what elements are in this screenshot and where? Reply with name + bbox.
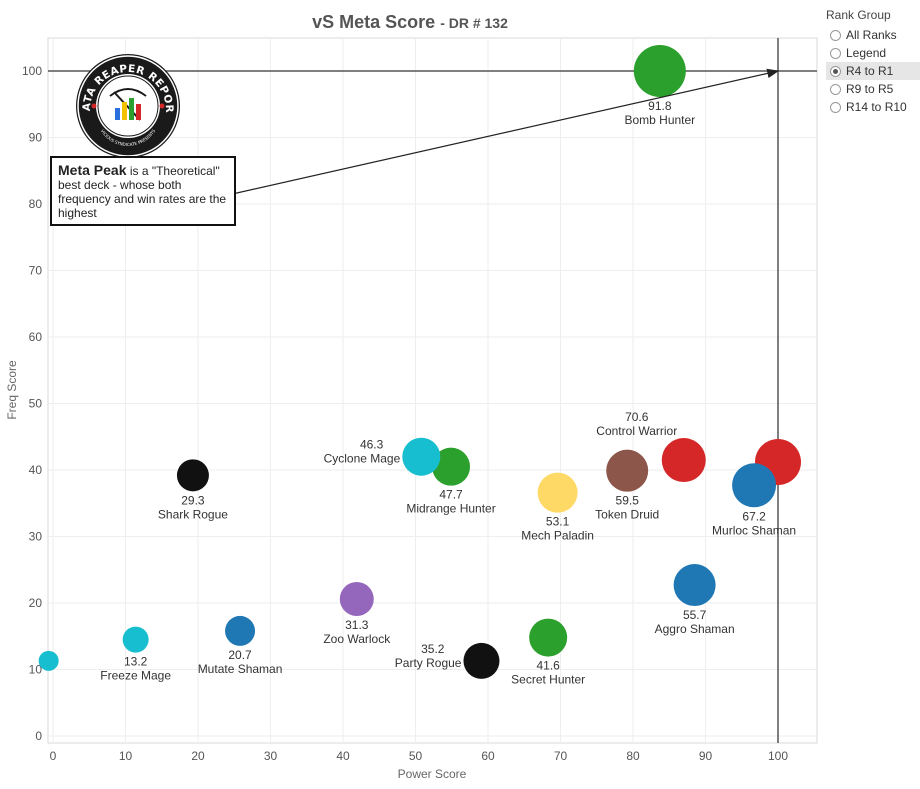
data-points bbox=[38, 45, 801, 679]
data-point bbox=[463, 642, 500, 679]
data-point bbox=[606, 449, 649, 492]
data-point bbox=[402, 437, 441, 476]
data-reaper-logo: DATA REAPER REPORT VICIOUS SYNDICATE PRE… bbox=[69, 43, 182, 160]
data-label-name: Shark Rogue bbox=[158, 507, 228, 521]
rank-option-label: All Ranks bbox=[846, 28, 897, 42]
x-tick-label: 0 bbox=[50, 749, 57, 763]
data-label-name: Midrange Hunter bbox=[406, 502, 495, 516]
chart-title-main: vS Meta Score bbox=[312, 12, 436, 32]
data-label-name: Bomb Hunter bbox=[624, 113, 695, 127]
data-point bbox=[732, 463, 777, 508]
rank-option-r9-to-r5[interactable]: R9 to R5 bbox=[826, 80, 920, 98]
x-tick-label: 90 bbox=[699, 749, 713, 763]
rank-group-title: Rank Group bbox=[826, 8, 891, 22]
x-tick-label: 40 bbox=[336, 749, 350, 763]
data-label-value: 46.3 bbox=[360, 438, 384, 452]
y-tick-label: 20 bbox=[29, 596, 43, 610]
radio-icon[interactable] bbox=[830, 101, 841, 113]
y-axis-label: Freq Score bbox=[5, 360, 19, 420]
data-label-value: 59.5 bbox=[616, 494, 640, 508]
rank-option-label: R9 to R5 bbox=[846, 82, 894, 96]
data-label-value: 91.8 bbox=[648, 99, 672, 113]
x-tick-label: 100 bbox=[768, 749, 788, 763]
radio-icon[interactable] bbox=[830, 29, 841, 41]
data-label-value: 55.7 bbox=[683, 608, 707, 622]
annotation-bold: Meta Peak bbox=[58, 162, 127, 178]
rank-option-legend[interactable]: Legend bbox=[826, 44, 920, 62]
x-tick-label: 30 bbox=[264, 749, 278, 763]
x-tick-label: 60 bbox=[481, 749, 495, 763]
reference-lines bbox=[48, 38, 817, 743]
data-point bbox=[529, 618, 568, 657]
data-point bbox=[432, 447, 471, 486]
y-tick-label: 30 bbox=[29, 530, 43, 544]
rank-option-r14-to-r10[interactable]: R14 to R10 bbox=[826, 98, 920, 116]
rank-option-r4-to-r1[interactable]: R4 to R1 bbox=[826, 62, 920, 80]
rank-option-label: R14 to R10 bbox=[846, 100, 907, 114]
data-label-name: Murloc Shaman bbox=[712, 523, 796, 537]
data-label-value: 31.3 bbox=[345, 618, 369, 632]
y-tick-label: 0 bbox=[35, 729, 42, 743]
data-label-name: Zoo Warlock bbox=[323, 632, 391, 646]
plot-frame bbox=[47, 37, 818, 744]
data-label-name: Freeze Mage bbox=[100, 669, 171, 683]
data-label-value: 67.2 bbox=[742, 509, 766, 523]
data-label-value: 70.6 bbox=[625, 410, 649, 424]
data-point bbox=[339, 582, 374, 617]
data-label-value: 47.7 bbox=[439, 488, 463, 502]
data-label-name: Aggro Shaman bbox=[655, 622, 735, 636]
data-label-name: Party Rogue bbox=[395, 656, 462, 670]
data-point bbox=[122, 626, 149, 653]
rank-option-label: R4 to R1 bbox=[846, 64, 894, 78]
data-label-name: Secret Hunter bbox=[511, 673, 585, 687]
y-tick-label: 80 bbox=[29, 197, 43, 211]
data-point bbox=[38, 650, 59, 671]
annotation-text: is a "Theoretical" best deck - whose bot… bbox=[58, 164, 227, 220]
x-tick-label: 20 bbox=[191, 749, 205, 763]
data-point bbox=[537, 472, 578, 513]
annotation-arrow bbox=[227, 68, 780, 196]
chart-title: vS Meta Score - DR # 132 bbox=[0, 12, 820, 33]
data-label-value: 29.3 bbox=[181, 493, 205, 507]
y-tick-label: 90 bbox=[29, 131, 43, 145]
y-tick-label: 10 bbox=[29, 663, 43, 677]
data-point bbox=[633, 45, 686, 97]
data-label-value: 41.6 bbox=[536, 659, 560, 673]
x-axis-label: Power Score bbox=[398, 767, 467, 781]
chart-title-sub: - DR # 132 bbox=[440, 15, 508, 31]
rank-group-filter: Rank Group All Ranks Legend R4 to R1 R9 … bbox=[826, 8, 920, 116]
y-tick-label: 60 bbox=[29, 330, 43, 344]
data-point bbox=[225, 615, 256, 646]
data-label-value: 13.2 bbox=[124, 655, 148, 669]
y-tick-label: 100 bbox=[22, 64, 42, 78]
data-label-name: Cyclone Mage bbox=[324, 452, 401, 466]
data-label-name: Mech Paladin bbox=[521, 529, 594, 543]
rank-option-all-ranks[interactable]: All Ranks bbox=[826, 26, 920, 44]
axes: 0 10 20 30 40 50 60 70 80 90 100 0 10 20 30 40 50 60 70 80 9… bbox=[5, 64, 788, 781]
logo-badge: DATA REAPER REPORT VICIOUS SYNDICATE PRE… bbox=[69, 43, 180, 158]
meta-peak-annotation: Meta Peak is a "Theoretical" best deck -… bbox=[50, 156, 236, 226]
rank-option-label: Legend bbox=[846, 46, 887, 60]
x-tick-label: 50 bbox=[409, 749, 423, 763]
data-label-value: 53.1 bbox=[546, 515, 570, 529]
y-tick-label: 70 bbox=[29, 264, 43, 278]
data-point bbox=[661, 438, 706, 483]
data-point bbox=[673, 564, 716, 607]
x-tick-label: 10 bbox=[119, 749, 133, 763]
data-point bbox=[176, 459, 209, 492]
y-tick-label: 40 bbox=[29, 463, 43, 477]
data-label-name: Mutate Shaman bbox=[198, 662, 283, 676]
data-label-value: 35.2 bbox=[421, 642, 445, 656]
y-tick-label: 50 bbox=[29, 397, 43, 411]
radio-icon[interactable] bbox=[830, 83, 841, 95]
radio-icon[interactable] bbox=[830, 47, 841, 59]
x-tick-label: 70 bbox=[554, 749, 568, 763]
x-tick-label: 80 bbox=[626, 749, 640, 763]
data-label-value: 20.7 bbox=[228, 648, 252, 662]
data-label-name: Token Druid bbox=[595, 508, 659, 522]
data-label-name: Control Warrior bbox=[596, 424, 677, 438]
radio-selected-icon[interactable] bbox=[830, 65, 841, 77]
